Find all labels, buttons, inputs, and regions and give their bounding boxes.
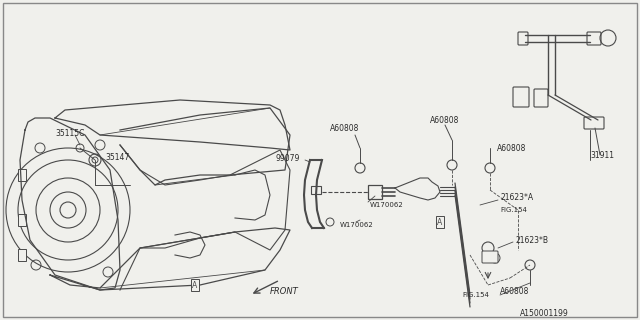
FancyBboxPatch shape [587, 32, 601, 45]
Text: 21623*B: 21623*B [515, 236, 548, 244]
FancyBboxPatch shape [18, 214, 26, 226]
FancyBboxPatch shape [18, 249, 26, 261]
Text: 35115C: 35115C [55, 129, 84, 138]
Text: W170062: W170062 [370, 202, 404, 208]
Text: W170062: W170062 [340, 222, 374, 228]
Text: FIG.154: FIG.154 [462, 292, 489, 298]
Text: A: A [437, 218, 443, 227]
FancyBboxPatch shape [18, 169, 26, 181]
Text: FRONT: FRONT [270, 287, 299, 297]
FancyBboxPatch shape [311, 186, 321, 194]
Text: A60808: A60808 [430, 116, 460, 124]
Text: A60808: A60808 [330, 124, 360, 132]
FancyBboxPatch shape [368, 185, 382, 199]
FancyBboxPatch shape [513, 87, 529, 107]
FancyBboxPatch shape [584, 117, 604, 129]
Text: A: A [193, 281, 198, 290]
Text: A60808: A60808 [500, 287, 529, 297]
FancyBboxPatch shape [482, 251, 498, 263]
Text: 99079: 99079 [276, 154, 300, 163]
Text: 31911: 31911 [590, 150, 614, 159]
FancyBboxPatch shape [534, 89, 548, 107]
FancyBboxPatch shape [518, 32, 528, 45]
Text: A150001199: A150001199 [520, 308, 569, 317]
Text: 21623*A: 21623*A [500, 193, 533, 202]
Text: 35147: 35147 [105, 153, 129, 162]
Text: A60808: A60808 [497, 143, 526, 153]
Text: FIG.154: FIG.154 [500, 207, 527, 213]
